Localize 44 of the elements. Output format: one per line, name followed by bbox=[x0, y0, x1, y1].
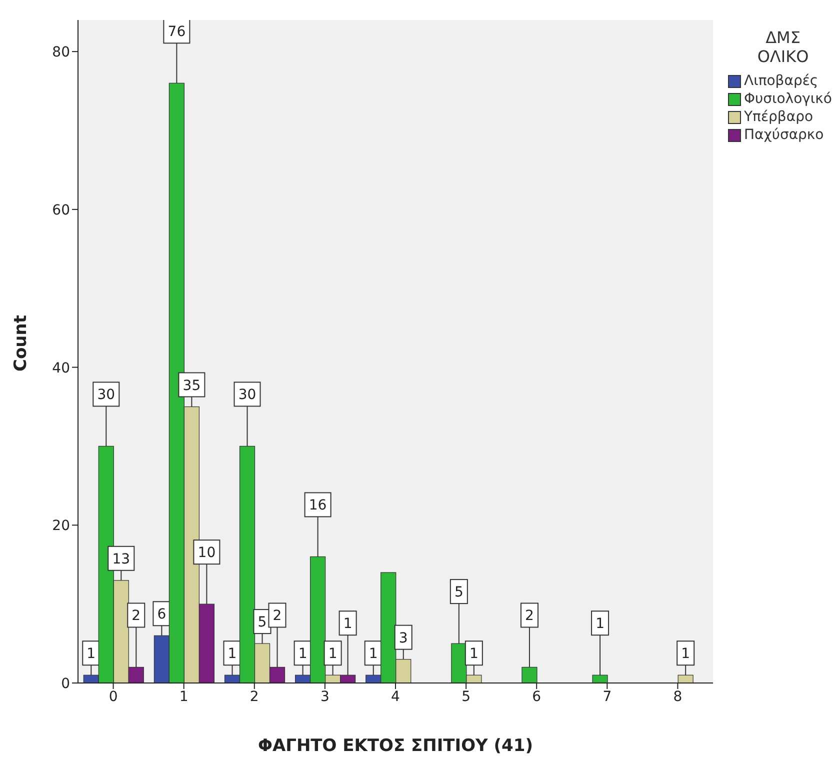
legend-label: Φυσιολογικό bbox=[744, 91, 832, 107]
legend-title: ΔΜΣ ΟΛΙΚΟ bbox=[756, 28, 810, 66]
data-label: 1 bbox=[368, 646, 378, 662]
data-label: 2 bbox=[525, 608, 534, 624]
x-tick-label: 2 bbox=[250, 688, 259, 705]
data-label: 3 bbox=[398, 630, 408, 646]
y-tick-label: 20 bbox=[52, 518, 70, 534]
data-label: 35 bbox=[182, 378, 201, 394]
x-tick-label: 7 bbox=[602, 688, 612, 705]
y-tick-label: 80 bbox=[52, 44, 70, 61]
data-label: 5 bbox=[454, 584, 464, 601]
data-label: 1 bbox=[228, 646, 237, 662]
data-label: 13 bbox=[112, 551, 130, 568]
data-label: 6 bbox=[157, 606, 166, 623]
data-label: 1 bbox=[328, 646, 338, 662]
data-label: 1 bbox=[343, 616, 352, 632]
data-label: 5 bbox=[258, 614, 267, 631]
data-label: 76 bbox=[168, 24, 186, 40]
x-tick-label: 6 bbox=[532, 688, 542, 705]
legend-label: Υπέρβαρο bbox=[744, 109, 814, 125]
x-tick-label: 1 bbox=[179, 688, 188, 705]
data-label: 2 bbox=[272, 608, 282, 624]
x-tick-label: 5 bbox=[462, 688, 471, 705]
legend-label: Λιποβαρές bbox=[744, 73, 818, 89]
data-label: 1 bbox=[596, 616, 604, 632]
data-label: 30 bbox=[97, 387, 116, 404]
data-label: 1 bbox=[469, 646, 478, 662]
data-label: 1 bbox=[681, 646, 690, 662]
data-label: 30 bbox=[238, 387, 256, 404]
data-label: 1 bbox=[86, 646, 96, 662]
data-label: 16 bbox=[308, 498, 327, 514]
x-tick-label: 3 bbox=[320, 688, 330, 705]
data-label: 10 bbox=[198, 545, 216, 562]
legend-label: Παχύσαρκο bbox=[744, 127, 824, 143]
y-tick-label: 40 bbox=[52, 360, 70, 376]
y-axis-title: Count bbox=[11, 315, 32, 372]
data-label: 2 bbox=[132, 608, 141, 624]
y-tick-label: 0 bbox=[61, 676, 70, 692]
x-tick-label: 4 bbox=[391, 688, 400, 705]
data-label: 1 bbox=[298, 646, 308, 662]
x-tick-label: 0 bbox=[108, 688, 118, 705]
x-tick-label: 8 bbox=[673, 688, 682, 705]
x-axis-title: ΦΑΓΗΤΟ ΕΚΤΟΣ ΣΠΙΤΙΟΥ (41) bbox=[258, 736, 533, 756]
y-tick-label: 60 bbox=[52, 202, 70, 218]
